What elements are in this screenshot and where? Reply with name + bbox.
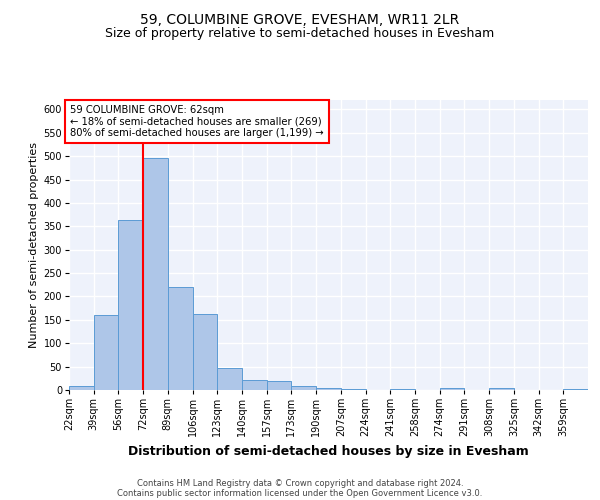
Text: Contains public sector information licensed under the Open Government Licence v3: Contains public sector information licen… [118, 488, 482, 498]
Text: Contains HM Land Registry data © Crown copyright and database right 2024.: Contains HM Land Registry data © Crown c… [137, 478, 463, 488]
Bar [242, 380, 267, 390]
Bar [193, 314, 217, 390]
Bar [292, 386, 316, 390]
Bar [168, 286, 193, 390]
Bar [118, 220, 143, 390]
Bar [341, 388, 365, 390]
Bar [217, 368, 242, 390]
Bar [390, 388, 415, 390]
Bar [143, 158, 168, 390]
Text: Size of property relative to semi-detached houses in Evesham: Size of property relative to semi-detach… [106, 28, 494, 40]
Bar [94, 315, 118, 390]
Bar [440, 388, 464, 390]
Bar [563, 388, 588, 390]
Text: 59, COLUMBINE GROVE, EVESHAM, WR11 2LR: 59, COLUMBINE GROVE, EVESHAM, WR11 2LR [140, 12, 460, 26]
Y-axis label: Number of semi-detached properties: Number of semi-detached properties [29, 142, 39, 348]
Text: 59 COLUMBINE GROVE: 62sqm
← 18% of semi-detached houses are smaller (269)
80% of: 59 COLUMBINE GROVE: 62sqm ← 18% of semi-… [70, 104, 324, 138]
Bar [69, 386, 94, 390]
Bar [267, 380, 292, 390]
X-axis label: Distribution of semi-detached houses by size in Evesham: Distribution of semi-detached houses by … [128, 444, 529, 458]
Bar [489, 388, 514, 390]
Bar [316, 388, 341, 390]
